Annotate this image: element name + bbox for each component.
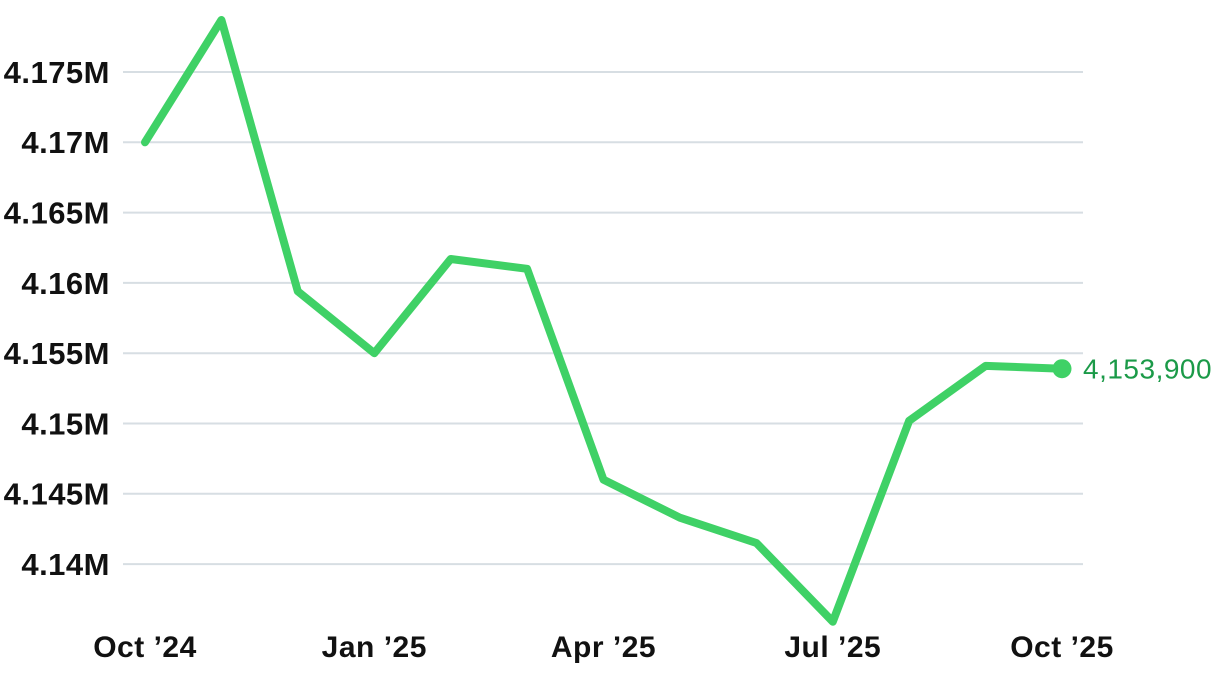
gridlines xyxy=(123,71,1083,566)
x-axis-tick-label: Oct ’24 xyxy=(93,631,197,664)
x-axis: Oct ’24 Jan ’25 Apr ’25 Jul ’25 Oct ’25 xyxy=(93,631,1114,664)
series-line xyxy=(141,16,1066,626)
y-axis-tick-label: 4.155M xyxy=(4,336,110,371)
series-end-dot xyxy=(1052,359,1072,379)
y-axis-tick-label: 4.14M xyxy=(21,547,110,582)
x-axis-tick-label: Jan ’25 xyxy=(322,631,427,664)
y-axis-tick-label: 4.15M xyxy=(21,406,110,441)
y-axis-tick-label: 4.165M xyxy=(4,195,110,230)
y-axis-tick-label: 4.145M xyxy=(4,477,110,512)
data-series: 4,153,900 xyxy=(141,16,1212,626)
y-axis: 4.175M 4.17M 4.165M 4.16M 4.155M 4.15M 4.145M 4… xyxy=(4,55,110,582)
x-axis-tick-label: Jul ’25 xyxy=(784,631,881,664)
x-axis-tick-label: Apr ’25 xyxy=(551,631,656,664)
last-value-label: 4,153,900 xyxy=(1083,354,1212,385)
x-axis-tick-label: Oct ’25 xyxy=(1010,631,1114,664)
y-axis-tick-label: 4.16M xyxy=(21,266,110,301)
y-axis-tick-label: 4.17M xyxy=(21,125,110,160)
y-axis-tick-label: 4.175M xyxy=(4,55,110,90)
